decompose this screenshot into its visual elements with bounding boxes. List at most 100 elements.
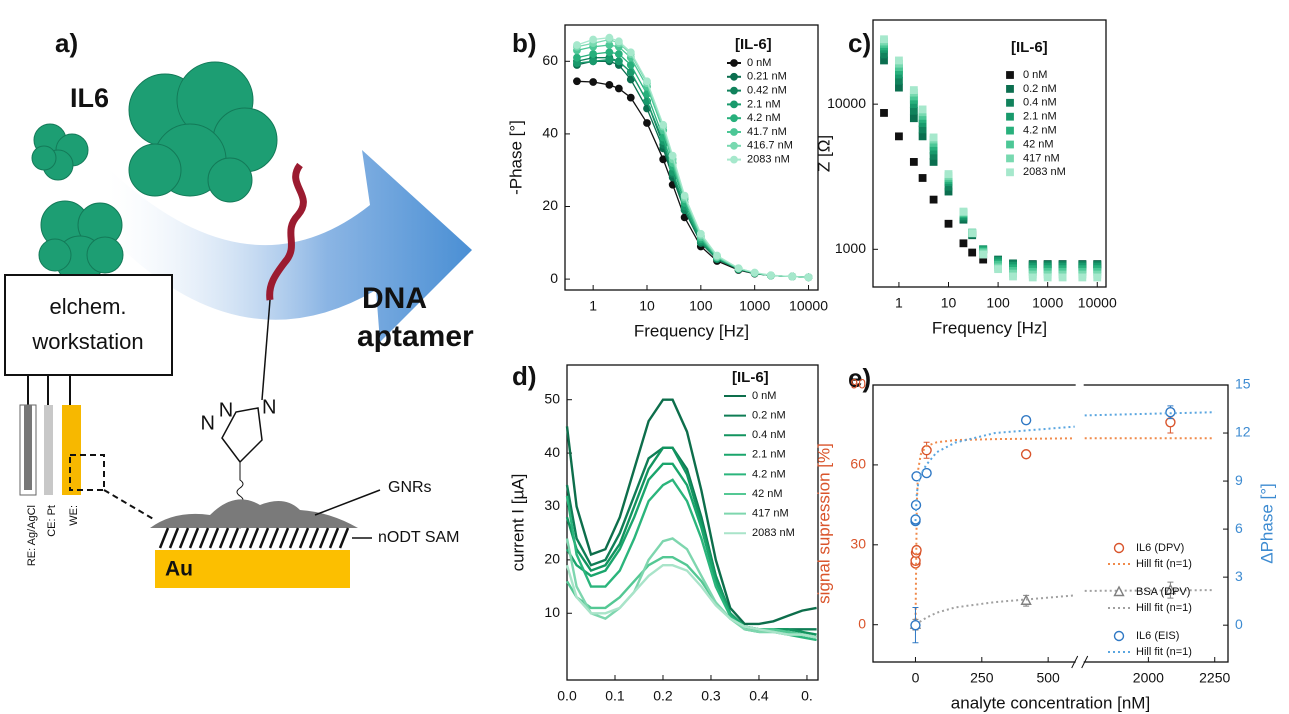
- legend-swatch: [730, 155, 738, 164]
- y2-tick-label: 15: [1235, 376, 1251, 392]
- x-tick-label: 1000: [1032, 295, 1063, 311]
- sam: [158, 527, 350, 549]
- legend-label: 4.2 nM: [752, 468, 786, 480]
- panel-label: e): [848, 363, 871, 393]
- x-tick-label: 1000: [739, 298, 770, 314]
- data-point: [895, 56, 903, 65]
- y-axis-label: -Phase [°]: [506, 120, 525, 195]
- data-point: [614, 57, 623, 66]
- data-point: [895, 132, 903, 141]
- axis-break: [1071, 655, 1089, 669]
- electrode-ce: [44, 405, 53, 495]
- data-point: [929, 133, 938, 142]
- data-point: [921, 467, 932, 479]
- protein-label: IL6: [70, 83, 109, 113]
- layer-label: nODT SAM: [378, 529, 460, 546]
- data-point: [589, 78, 598, 86]
- data-point: [605, 80, 614, 89]
- data-point: [626, 93, 635, 102]
- legend-label: 417 nM: [752, 508, 789, 520]
- legend-label: 2.1 nM: [747, 98, 781, 110]
- legend-label: 0 nM: [1023, 69, 1047, 81]
- data-point: [614, 84, 623, 93]
- y-tick-label: 10: [544, 604, 560, 620]
- legend-swatch: [1006, 112, 1014, 121]
- data-point: [918, 105, 927, 114]
- legend-swatch: [1113, 585, 1125, 597]
- data-point: [929, 195, 938, 204]
- legend-title: [IL-6]: [1011, 39, 1048, 56]
- data-point: [788, 272, 797, 281]
- protein-medium: [38, 200, 124, 285]
- data-point: [1093, 273, 1102, 282]
- y-tick-label: 0: [858, 615, 866, 631]
- legend-label: 416.7 nM: [747, 140, 793, 152]
- y-tick-label: 10000: [827, 95, 866, 111]
- data-point: [766, 271, 775, 280]
- legend-swatch: [730, 141, 738, 150]
- legend-label: 0 nM: [747, 57, 771, 69]
- legend-label: Hill fit (n=1): [1136, 602, 1192, 614]
- legend-label: 0.2 nM: [752, 410, 786, 422]
- atom-label: N: [201, 412, 215, 434]
- panel-label: d): [512, 361, 537, 391]
- legend-swatch: [1006, 71, 1014, 79]
- x-tick-label: 10000: [1078, 295, 1117, 311]
- x-tick-label: 100: [986, 295, 1010, 311]
- panel-label: a): [55, 28, 78, 58]
- data-point: [626, 48, 635, 57]
- x-tick-label: 2250: [1199, 670, 1230, 686]
- gold: [155, 550, 350, 588]
- triazole: [221, 407, 263, 464]
- plot-frame: [566, 364, 819, 681]
- y2-tick-label: 9: [1235, 472, 1243, 488]
- atom-label: N: [219, 399, 233, 421]
- series-line: [565, 556, 817, 639]
- series-line: [576, 37, 809, 278]
- data-point: [589, 35, 598, 44]
- y-tick-label: 50: [544, 390, 560, 406]
- arrow-label: DNA: [362, 282, 427, 315]
- y-axis-label: signal supression [%]: [814, 443, 833, 604]
- y-tick-label: 60: [850, 456, 866, 472]
- series-line: [565, 537, 817, 639]
- data-point: [1164, 583, 1177, 595]
- y-tick-label: 0: [550, 270, 558, 286]
- data-point: [909, 86, 918, 94]
- data-point: [909, 114, 918, 123]
- legend-label: 2083 nM: [747, 154, 790, 166]
- legend-label: IL6 (EIS): [1136, 630, 1179, 642]
- legend-label: IL6 (DPV): [1136, 542, 1184, 554]
- legend-label: 42 nM: [752, 488, 783, 500]
- data-point: [1078, 273, 1087, 282]
- plot-frame: [564, 24, 819, 291]
- data-point: [605, 55, 614, 64]
- y-tick-label: 30: [850, 536, 866, 552]
- data-point: [959, 239, 968, 248]
- data-point: [643, 77, 651, 86]
- data-point: [880, 35, 888, 44]
- plot-frame: [872, 384, 1229, 663]
- data-point: [713, 251, 721, 260]
- data-point: [1043, 273, 1052, 282]
- workstation-box: [4, 274, 173, 376]
- panel-label: b): [512, 28, 537, 58]
- data-point: [1020, 449, 1032, 460]
- legend-swatch: [1006, 154, 1014, 163]
- legend-label: Hill fit (n=1): [1136, 558, 1192, 570]
- axis-break-gap: [1075, 382, 1084, 388]
- legend-label: 417 nM: [1023, 152, 1060, 164]
- axis-break-gap: [1075, 659, 1084, 665]
- legend-label: 4.2 nM: [1023, 125, 1057, 137]
- data-point: [605, 48, 614, 57]
- y2-tick-label: 6: [1235, 520, 1243, 536]
- wires: [27, 375, 71, 405]
- x-tick-label: 0.: [801, 688, 813, 704]
- x-tick-label: 0.1: [605, 688, 625, 704]
- data-point: [944, 219, 953, 228]
- data-point: [979, 250, 988, 259]
- series-line: [565, 564, 817, 639]
- legend-label: 4.2 nM: [747, 112, 781, 124]
- gnrs: [150, 499, 358, 528]
